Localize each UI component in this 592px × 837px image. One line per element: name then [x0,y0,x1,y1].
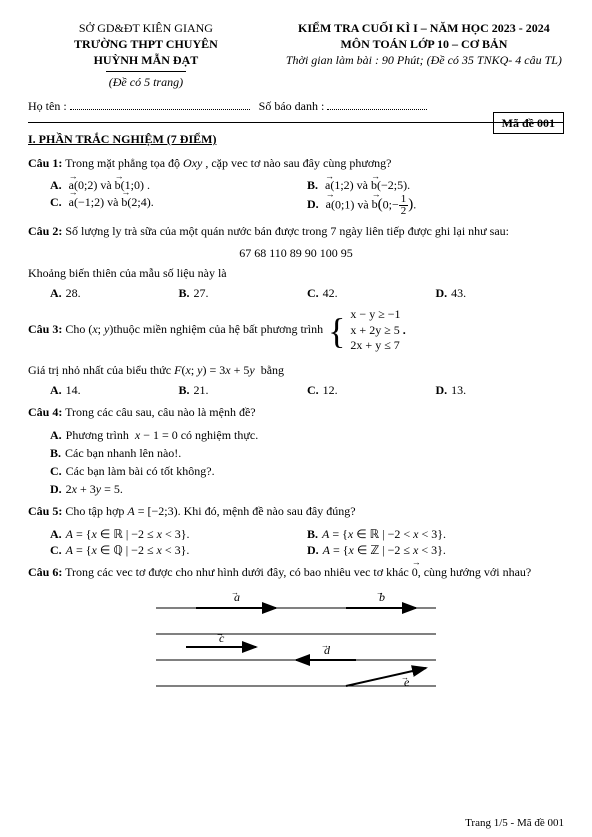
q3-system: { x − y ≥ −1 x + 2y ≥ 5 . 2x + y ≤ 7 [328,307,406,354]
q6-text: Trong các vec tơ được cho như hình dưới … [65,565,531,579]
q3-pretext: Cho (x; y)thuộc miền nghiệm của hệ bất p… [65,322,323,336]
q2-data: 67 68 110 89 90 100 95 [28,245,564,261]
q2-choices: A.28. B.27. C.42. D.43. [28,285,564,301]
q1-choice-B: B. a(1;2) và b(−2;5). [307,177,564,193]
name-label: Họ tên : [28,99,67,113]
q6-label: Câu 6: [28,565,62,579]
q2-choice-C: C.42. [307,285,436,301]
q1-text: Trong mặt phẳng tọa độ Oxy , cặp vec tơ … [65,156,391,170]
q5-label: Câu 5: [28,504,62,518]
q4-choice-A: A.Phương trình x − 1 = 0 có nghiệm thực. [50,427,564,443]
question-2: Câu 2: Số lượng ly trà sữa của một quán … [28,223,564,239]
sbd-label: Số báo danh : [259,99,325,113]
q3-choice-C: C.12. [307,382,436,398]
question-6: Câu 6: Trong các vec tơ được cho như hìn… [28,564,564,580]
q6-figure: a → b → c → d → e → [28,586,564,700]
q2-label: Câu 2: [28,224,62,238]
question-5: Câu 5: Cho tập hợp A = [−2;3). Khi đó, m… [28,503,564,519]
q5-text: Cho tập hợp A = [−2;3). Khi đó, mệnh đề … [65,504,355,518]
question-1: Câu 1: Trong mặt phẳng tọa độ Oxy , cặp … [28,155,564,171]
q3-choice-D: D.13. [436,382,565,398]
q4-choice-C: C.Các bạn làm bài có tốt không?. [50,463,564,479]
school-line-2: HUỲNH MẪN ĐẠT [28,52,264,68]
sbd-field [327,109,427,110]
q2-text: Số lượng ly trà sữa của một quán nước bá… [65,224,509,238]
q4-choice-D: D.2x + 3y = 5. [50,481,564,497]
q3-choice-A: A.14. [50,382,179,398]
q1-choice-C: C. a(−1;2) và b(2;4). [50,194,307,217]
exam-subject: MÔN TOÁN LỚP 10 – CƠ BẢN [274,36,574,52]
page-number: Trang 1/5 - Mã đề 001 [465,816,564,831]
svg-text:→: → [231,588,239,597]
q4-label: Câu 4: [28,405,62,419]
q4-text: Trong các câu sau, câu nào là mệnh đề? [65,405,255,419]
q2-choice-A: A.28. [50,285,179,301]
page-count-note: (Đề có 5 trang) [28,74,264,90]
q3-choices: A.14. B.21. C.12. D.13. [28,382,564,398]
q5-choice-B: B.A = {x ∈ ℝ | −2 < x < 3}. [307,526,564,542]
exam-page: { "header":{ "left":{ "dept":"SỞ GD&ĐT K… [0,0,592,837]
dept-line: SỞ GD&ĐT KIÊN GIANG [28,20,264,36]
q2-choice-D: D.43. [436,285,565,301]
q4-choices: A.Phương trình x − 1 = 0 có nghiệm thực.… [28,427,564,498]
q3-line2: Giá trị nhỏ nhất của biểu thức F(x; y) =… [28,362,564,378]
q5-choice-A: A.A = {x ∈ ℝ | −2 ≤ x < 3}. [50,526,307,542]
q1-label: Câu 1: [28,156,62,170]
vector-diagram: a → b → c → d → e → [146,586,446,696]
exam-title: KIỂM TRA CUỐI KÌ I – NĂM HỌC 2023 - 2024 [274,20,574,36]
q2-line2: Khoảng biến thiên của mẫu số liệu này là [28,265,564,281]
exam-code-box: Mã đề 001 [493,112,564,134]
name-row: Họ tên : Số báo danh : [28,98,564,114]
q2-choice-B: B.27. [179,285,308,301]
header-left: SỞ GD&ĐT KIÊN GIANG TRƯỜNG THPT CHUYÊN H… [28,20,264,90]
svg-text:→: → [216,629,224,638]
q5-choices: A.A = {x ∈ ℝ | −2 ≤ x < 3}. B.A = {x ∈ ℝ… [28,526,564,558]
svg-text:→: → [401,673,409,682]
q4-choice-B: B.Các bạn nhanh lên nào!. [50,445,564,461]
q5-choice-C: C.A = {x ∈ ℚ | −2 ≤ x < 3}. [50,542,307,558]
section-title: I. PHẦN TRẮC NGHIỆM (7 ĐIỂM) [28,131,564,147]
q1-choice-D: D. a(0;1) và b(0;−12). [307,194,564,217]
q3-label: Câu 3: [28,322,62,336]
underline-rule [106,71,186,72]
svg-text:→: → [321,641,329,650]
divider [28,122,564,123]
q5-choice-D: D.A = {x ∈ ℤ | −2 ≤ x < 3}. [307,542,564,558]
question-3: Câu 3: Cho (x; y)thuộc miền nghiệm của h… [28,307,564,354]
q1-choice-A: A. a(0;2) và b(1;0) . [50,177,307,193]
q1-choices: A. a(0;2) và b(1;0) . B. a(1;2) và b(−2;… [28,177,564,216]
header-right: KIỂM TRA CUỐI KÌ I – NĂM HỌC 2023 - 2024… [274,20,574,90]
exam-duration: Thời gian làm bài : 90 Phút; (Đề có 35 T… [274,52,574,68]
school-line-1: TRƯỜNG THPT CHUYÊN [28,36,264,52]
question-4: Câu 4: Trong các câu sau, câu nào là mện… [28,404,564,420]
q3-choice-B: B.21. [179,382,308,398]
svg-text:→: → [376,588,384,597]
name-field [70,109,250,110]
header: SỞ GD&ĐT KIÊN GIANG TRƯỜNG THPT CHUYÊN H… [28,20,564,90]
